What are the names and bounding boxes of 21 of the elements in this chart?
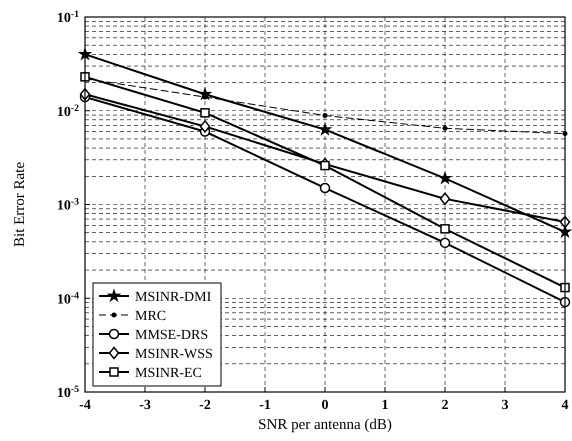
x-tick-label: -4: [79, 398, 91, 413]
x-tick-label: -1: [259, 398, 271, 413]
x-tick-label: -3: [139, 398, 151, 413]
x-tick-label: -2: [199, 398, 211, 413]
x-tick-label: 2: [442, 398, 448, 413]
x-tick-label: 4: [562, 398, 568, 413]
legend-label: MSINR-WSS: [135, 347, 213, 362]
legend-label: MRC: [135, 309, 166, 324]
y-tick-label: 10$^{-2}$: [56, 102, 80, 120]
y-axis-title: Bit Error Rate: [12, 162, 28, 247]
legend-label: MMSE-DRS: [135, 328, 208, 343]
legend-label: MSINR-EC: [135, 366, 202, 381]
y-tick-label: 10$^{-3}$: [56, 196, 80, 214]
x-axis-title: SNR per antenna (dB): [258, 417, 392, 433]
y-tick-label: 10$^{-4}$: [56, 290, 80, 308]
x-tick-label: 3: [502, 398, 508, 413]
y-tick-label: 10$^{-1}$: [56, 8, 80, 26]
y-tick-label: 10$^{-5}$: [56, 384, 80, 401]
x-tick-label: 0: [322, 398, 328, 413]
x-tick-label: 1: [382, 398, 388, 413]
legend-label: MSINR-DMI: [135, 290, 212, 305]
